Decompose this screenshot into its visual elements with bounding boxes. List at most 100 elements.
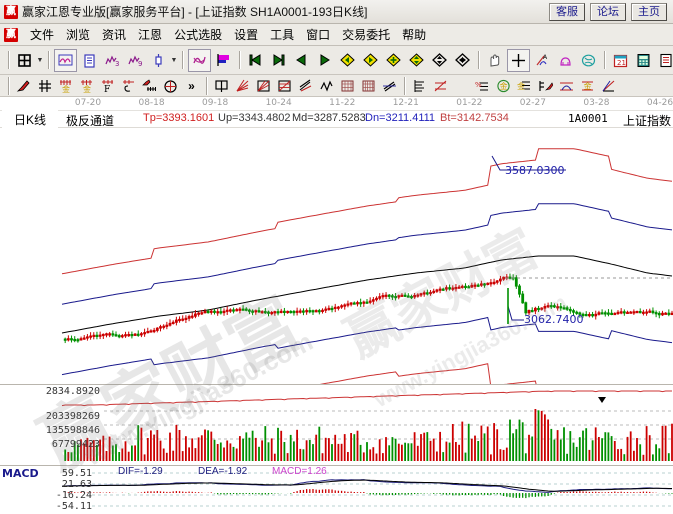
volume-bar [588,449,591,461]
volume-bar [127,451,130,461]
gann-fan-icon[interactable] [555,50,576,71]
first-icon[interactable] [245,50,266,71]
diamond-collapse-icon[interactable] [452,50,473,71]
macd-pane[interactable]: MACD DIF=-1.29 DEA=-1.92 MACD=1.26 59.51… [0,466,673,514]
grid-table-icon[interactable] [338,77,357,95]
volume-bar [633,450,635,461]
frame-icon[interactable] [212,77,231,95]
percent-level-icon[interactable]: % [473,77,492,95]
gann-gold2-icon[interactable]: 金 [77,77,96,95]
overlay-icon[interactable] [188,48,211,72]
volume-bar [172,450,175,461]
candle-body [73,338,77,342]
candle-body [273,311,277,314]
candle-body [591,314,595,317]
band-line-4 [319,363,537,384]
chevron-right-icon[interactable]: » [188,78,195,93]
volume-bar [235,448,238,461]
ladder-icon[interactable] [410,77,429,95]
pen-bar-icon[interactable] [536,77,555,95]
menu-item-trade-entrust[interactable]: 交易委托 [342,28,391,42]
diamond-expand-icon[interactable] [429,50,450,71]
trend-lines-icon[interactable] [296,77,315,95]
volume-bar [493,423,495,461]
grid-table2-icon[interactable] [359,77,378,95]
candle-body [565,307,569,310]
last-icon[interactable] [268,50,289,71]
menu-item-window[interactable]: 窗口 [306,28,331,42]
prev-icon[interactable] [291,50,312,71]
circle-cycle-icon[interactable] [161,77,180,95]
menu-item-file[interactable]: 文件 [30,28,55,42]
fan-red-icon[interactable] [233,77,252,95]
calendar-icon[interactable]: 21 [610,50,631,71]
caret-down-icon[interactable]: ▼ [36,56,44,64]
homepage-button[interactable]: 主页 [631,2,667,21]
menu-item-browse[interactable]: 浏览 [66,28,91,42]
volume-bar [242,438,244,461]
diamond-updown-icon[interactable] [406,50,427,71]
crosshair-icon[interactable] [507,48,530,72]
hash-icon[interactable] [35,77,54,95]
candle-body [232,309,235,312]
percent-icon[interactable] [452,77,471,95]
menu-item-news[interactable]: 资讯 [102,28,127,42]
menu-item-tools[interactable]: 工具 [270,28,295,42]
customer-service-button[interactable]: 客服 [549,2,585,21]
caret-down-icon[interactable]: ▼ [170,56,178,64]
volume-bar [204,429,206,461]
menu-item-gann[interactable]: 江恩 [138,28,163,42]
volume-bar [83,443,86,461]
gold-level-icon[interactable]: 金 [515,77,534,95]
notes-icon[interactable] [656,50,673,71]
volume-bar [617,449,619,461]
gold-ratio-icon[interactable]: 金 [578,77,597,95]
volume-pane[interactable]: 2834.8920 203398269 135598846 67799423 [0,385,673,466]
candle-body [292,311,296,314]
box-fan-icon[interactable] [254,77,273,95]
calculator-icon[interactable] [633,50,654,71]
candle-icon[interactable] [148,50,169,71]
volume-bar [181,451,184,461]
hand-icon[interactable] [484,50,505,71]
gann-gold-icon[interactable]: 金 [56,77,75,95]
volume-bar [169,432,171,461]
pen-comb-icon[interactable] [140,77,159,95]
brain-icon[interactable] [578,50,599,71]
clipboard-icon[interactable] [79,50,100,71]
menu-item-formula-stock-pick[interactable]: 公式选股 [174,28,223,42]
candle-body [155,327,159,331]
diamond-plus-icon[interactable] [383,50,404,71]
price-chart-pane[interactable]: 3587.0300 3062.7400 [0,128,673,385]
gold-circle-icon[interactable]: 金 [494,77,513,95]
box-grid-icon[interactable] [275,77,294,95]
menu-item-help[interactable]: 帮助 [402,28,427,42]
color-flag-icon[interactable] [213,50,234,71]
toolbar-separator [8,76,9,95]
percent-fan-icon[interactable] [431,77,450,95]
parallel-icon[interactable] [380,77,399,95]
wave-3-icon[interactable]: 3 [102,50,123,71]
fibo-f-icon[interactable]: F [98,77,117,95]
volume-bar [401,444,403,461]
diamond-right-icon[interactable] [360,50,381,71]
day-view-icon[interactable] [14,50,35,71]
zigzag-icon[interactable] [317,77,336,95]
arc-icon[interactable] [557,77,576,95]
diamond-left-icon[interactable] [337,50,358,71]
angle-icon[interactable] [599,77,618,95]
title-bar: 赢 赢家江恩专业版[赢家服务平台] - [上证指数 SH1A0001-193日K… [0,0,673,24]
wave-9-icon[interactable]: 9 [125,50,146,71]
volume-bar [302,449,305,461]
spiral-icon[interactable] [119,77,138,95]
volume-bar [553,439,556,461]
forum-button[interactable]: 论坛 [590,2,626,21]
menu-item-settings[interactable]: 设置 [234,28,259,42]
candle-body [267,311,270,314]
pen-icon[interactable] [14,77,33,95]
next-icon[interactable] [314,50,335,71]
draw-line-icon[interactable]: A [532,50,553,71]
volume-bar [566,453,568,461]
date-tick: 12-21 [392,98,419,108]
multi-chart-icon[interactable] [54,48,77,72]
